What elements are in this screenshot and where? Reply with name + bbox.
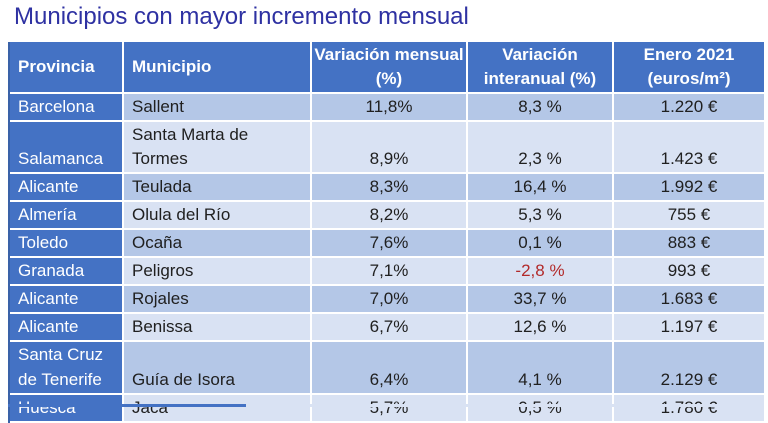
variacion-mensual-cell: 8,3% (312, 174, 468, 202)
variacion-mensual-cell: 11,8% (312, 94, 468, 122)
provincia-cell: Barcelona (10, 94, 124, 122)
column-header-municipio: Municipio (124, 42, 312, 94)
municipios-table: Provincia Municipio Variación mensual (%… (8, 42, 765, 423)
enero-2021-cell: 755 € (614, 202, 765, 230)
provincia-cell: Alicante (10, 286, 124, 314)
enero-2021-cell: 993 € (614, 258, 765, 286)
column-header-provincia: Provincia (10, 42, 124, 94)
provincia-cell: Granada (10, 258, 124, 286)
table-row: Barcelona Sallent 11,8% 8,3 % 1.220 € (10, 94, 765, 122)
table-header: Provincia Municipio Variación mensual (%… (10, 42, 765, 94)
provincia-cell: Santa Cruz de Tenerife (10, 342, 124, 395)
table-row: Alicante Teulada 8,3% 16,4 % 1.992 € (10, 174, 765, 202)
enero-2021-cell: 883 € (614, 230, 765, 258)
variacion-mensual-cell: 6,7% (312, 314, 468, 342)
table-row: Almería Olula del Río 8,2% 5,3 % 755 € (10, 202, 765, 230)
variacion-interanual-cell: 2,3 % (468, 122, 614, 174)
enero-2021-cell: 1.197 € (614, 314, 765, 342)
variacion-interanual-cell: 0,1 % (468, 230, 614, 258)
table-row: Salamanca Santa Marta de Tormes 8,9% 2,3… (10, 122, 765, 174)
cutoff-next-row-strip (8, 404, 763, 407)
table-row: Granada Peligros 7,1% -2,8 % 993 € (10, 258, 765, 286)
table-row: Toledo Ocaña 7,6% 0,1 % 883 € (10, 230, 765, 258)
page-title: Municipios con mayor incremento mensual (14, 3, 469, 30)
municipio-cell: Peligros (124, 258, 312, 286)
variacion-mensual-cell: 7,0% (312, 286, 468, 314)
variacion-interanual-cell: 33,7 % (468, 286, 614, 314)
table-body: Barcelona Sallent 11,8% 8,3 % 1.220 € Sa… (10, 94, 765, 423)
variacion-mensual-cell: 8,2% (312, 202, 468, 230)
municipio-cell: Sallent (124, 94, 312, 122)
variacion-mensual-cell: 6,4% (312, 342, 468, 395)
table-row: Alicante Benissa 6,7% 12,6 % 1.197 € (10, 314, 765, 342)
municipio-cell: Santa Marta de Tormes (124, 122, 312, 174)
provincia-cell: Alicante (10, 174, 124, 202)
variacion-interanual-cell: 0,5 % (468, 395, 614, 423)
provincia-cell: Huesca (10, 395, 124, 423)
column-header-variacion-interanual: Variación interanual (%) (468, 42, 614, 94)
variacion-mensual-cell: 7,6% (312, 230, 468, 258)
enero-2021-cell: 2.129 € (614, 342, 765, 395)
enero-2021-cell: 1.992 € (614, 174, 765, 202)
variacion-mensual-cell: 7,1% (312, 258, 468, 286)
provincia-cell: Almería (10, 202, 124, 230)
enero-2021-cell: 1.220 € (614, 94, 765, 122)
municipio-cell: Rojales (124, 286, 312, 314)
municipio-cell: Guía de Isora (124, 342, 312, 395)
variacion-interanual-cell: 12,6 % (468, 314, 614, 342)
municipio-cell: Benissa (124, 314, 312, 342)
variacion-mensual-cell: 5,7% (312, 395, 468, 423)
variacion-mensual-cell: 8,9% (312, 122, 468, 174)
provincia-cell: Alicante (10, 314, 124, 342)
variacion-interanual-cell: 16,4 % (468, 174, 614, 202)
enero-2021-cell: 1.683 € (614, 286, 765, 314)
enero-2021-cell: 1.780 € (614, 395, 765, 423)
table-row: Santa Cruz de Tenerife Guía de Isora 6,4… (10, 342, 765, 395)
provincia-cell: Salamanca (10, 122, 124, 174)
municipio-cell: Olula del Río (124, 202, 312, 230)
table-row: Huesca Jaca 5,7% 0,5 % 1.780 € (10, 395, 765, 423)
municipio-cell: Jaca (124, 395, 312, 423)
column-header-variacion-mensual: Variación mensual (%) (312, 42, 468, 94)
table-row: Alicante Rojales 7,0% 33,7 % 1.683 € (10, 286, 765, 314)
column-header-enero-2021: Enero 2021 (euros/m²) (614, 42, 765, 94)
cutoff-strip-blue-segment (8, 404, 246, 407)
municipio-cell: Teulada (124, 174, 312, 202)
variacion-interanual-cell: 8,3 % (468, 94, 614, 122)
variacion-interanual-cell: 5,3 % (468, 202, 614, 230)
header-row: Provincia Municipio Variación mensual (%… (10, 42, 765, 94)
municipio-cell: Ocaña (124, 230, 312, 258)
variacion-interanual-cell: -2,8 % (468, 258, 614, 286)
provincia-cell: Toledo (10, 230, 124, 258)
variacion-interanual-cell: 4,1 % (468, 342, 614, 395)
enero-2021-cell: 1.423 € (614, 122, 765, 174)
